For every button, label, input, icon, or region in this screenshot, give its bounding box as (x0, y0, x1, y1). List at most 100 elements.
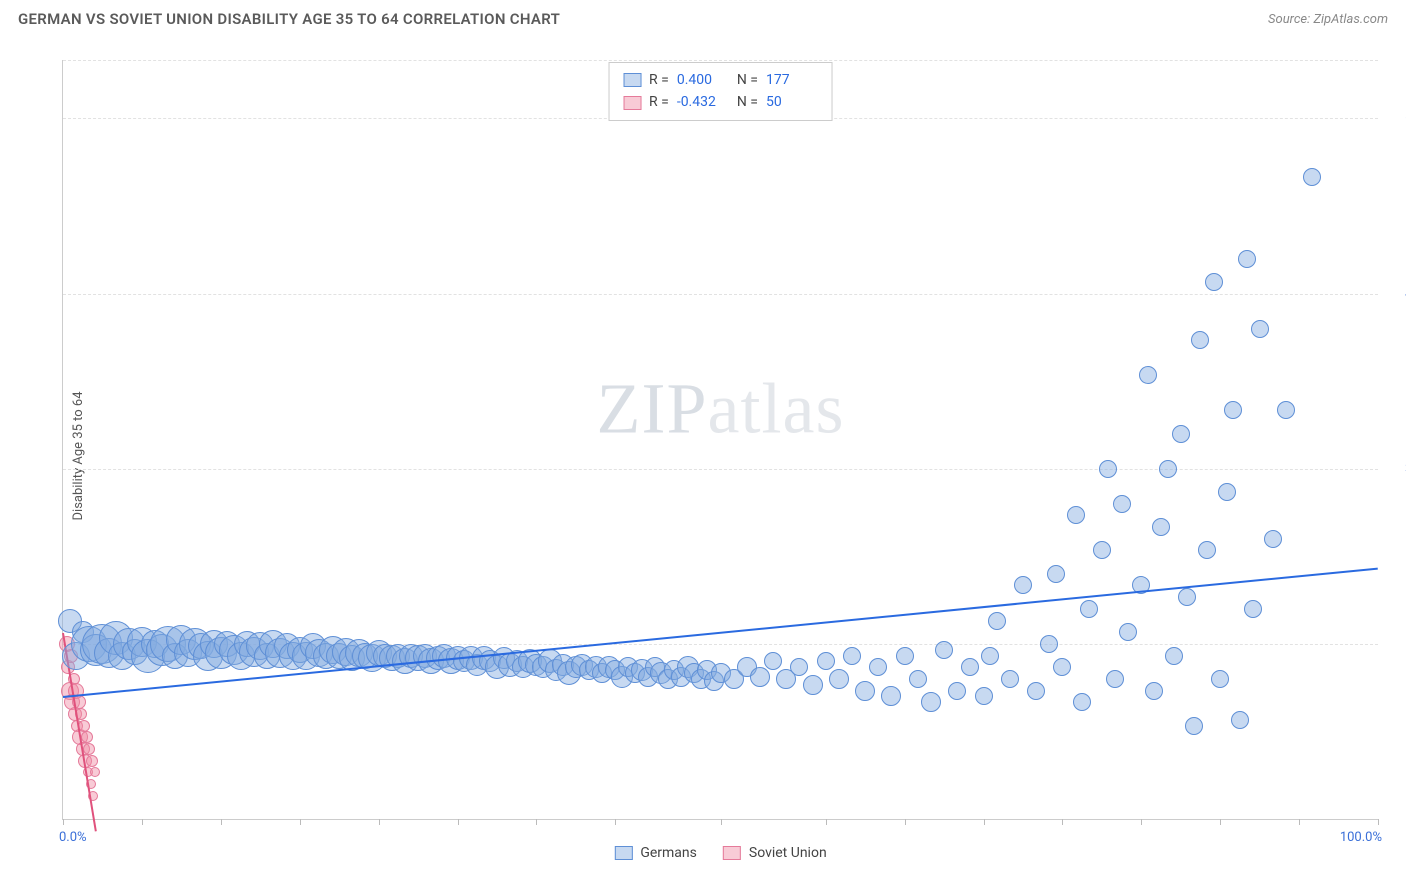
legend-series-label: Germans (640, 845, 697, 861)
scatter-point-germans (1251, 320, 1269, 338)
scatter-point-germans (1231, 711, 1249, 729)
y-tick-label: 45.0% (1384, 286, 1406, 301)
scatter-point-germans (843, 647, 861, 665)
legend-swatch (614, 846, 632, 860)
x-tick (1062, 819, 1063, 825)
x-tick (536, 819, 537, 825)
x-axis-label: 100.0% (1340, 830, 1382, 845)
scatter-point-germans (1264, 530, 1282, 548)
scatter-point-germans (1165, 647, 1183, 665)
scatter-point-germans (948, 682, 966, 700)
gridline-h-top (63, 60, 1378, 61)
scatter-point-germans (1119, 623, 1137, 641)
scatter-point-soviet (90, 767, 100, 777)
x-tick (826, 819, 827, 825)
scatter-point-germans (896, 647, 914, 665)
legend-swatch (623, 73, 641, 87)
legend-r-label: R = (649, 91, 669, 113)
legend-stats: R =0.400N =177R =-0.432N =50 (608, 62, 833, 121)
watermark-atlas: atlas (708, 369, 845, 449)
scatter-point-germans (881, 686, 901, 706)
scatter-point-germans (1106, 670, 1124, 688)
x-tick (1299, 819, 1300, 825)
scatter-point-germans (750, 667, 770, 687)
x-tick (1220, 819, 1221, 825)
scatter-point-soviet (83, 743, 95, 755)
scatter-point-germans (1238, 250, 1256, 268)
scatter-point-germans (961, 658, 979, 676)
legend-r-label: R = (649, 69, 669, 91)
x-tick (1378, 819, 1379, 825)
scatter-point-germans (790, 658, 808, 676)
legend-n-label: N = (737, 91, 758, 113)
scatter-point-germans (1093, 541, 1111, 559)
scatter-point-germans (1205, 273, 1223, 291)
scatter-point-germans (855, 681, 875, 701)
legend-stat-row: R = 0.400 N = 177 (623, 69, 818, 91)
x-axis-label: 0.0% (59, 830, 87, 845)
scatter-point-germans (1113, 495, 1131, 513)
legend-n-value: 177 (766, 69, 818, 91)
scatter-point-germans (1244, 600, 1262, 618)
scatter-point-germans (981, 647, 999, 665)
y-tick-label: 15.0% (1384, 636, 1406, 651)
chart-title: GERMAN VS SOVIET UNION DISABILITY AGE 35… (18, 10, 560, 28)
scatter-point-germans (869, 658, 887, 676)
scatter-point-germans (1001, 670, 1019, 688)
legend-series: GermansSoviet Union (614, 845, 826, 861)
watermark: ZIPatlas (597, 368, 845, 451)
source-name: ZipAtlas.com (1313, 12, 1388, 27)
x-tick (458, 819, 459, 825)
x-tick (379, 819, 380, 825)
scatter-point-germans (1073, 693, 1091, 711)
scatter-point-germans (829, 669, 849, 689)
scatter-point-germans (909, 670, 927, 688)
scatter-point-germans (1277, 401, 1295, 419)
scatter-point-germans (764, 652, 782, 670)
legend-swatch (723, 846, 741, 860)
scatter-point-germans (803, 675, 823, 695)
legend-n-label: N = (737, 69, 758, 91)
chart-source: Source: ZipAtlas.com (1268, 12, 1388, 27)
scatter-point-germans (1145, 682, 1163, 700)
scatter-point-germans (1027, 682, 1045, 700)
scatter-point-germans (1139, 366, 1157, 384)
scatter-point-germans (1178, 588, 1196, 606)
scatter-point-germans (1172, 425, 1190, 443)
legend-series-item: Germans (614, 845, 697, 861)
y-tick-label: 60.0% (1384, 111, 1406, 126)
watermark-zip: ZIP (597, 369, 708, 449)
x-tick (221, 819, 222, 825)
gridline-h (63, 469, 1378, 470)
legend-stat-row: R =-0.432N =50 (623, 91, 818, 113)
scatter-point-germans (817, 652, 835, 670)
gridline-h (63, 294, 1378, 295)
x-tick (142, 819, 143, 825)
scatter-point-germans (1159, 460, 1177, 478)
scatter-point-germans (1211, 670, 1229, 688)
legend-r-value: -0.432 (677, 91, 729, 113)
scatter-point-germans (1152, 518, 1170, 536)
source-prefix: Source: (1268, 12, 1313, 27)
scatter-point-germans (1185, 717, 1203, 735)
scatter-point-germans (1053, 658, 1071, 676)
scatter-point-germans (1224, 401, 1242, 419)
scatter-point-germans (1191, 331, 1209, 349)
x-tick (300, 819, 301, 825)
y-tick-label: 30.0% (1384, 461, 1406, 476)
legend-swatch (623, 96, 641, 110)
scatter-point-germans (1198, 541, 1216, 559)
x-tick (984, 819, 985, 825)
x-tick (63, 819, 64, 825)
scatter-point-germans (1014, 576, 1032, 594)
x-tick (905, 819, 906, 825)
scatter-point-germans (1099, 460, 1117, 478)
scatter-point-germans (921, 692, 941, 712)
plot-region: ZIPatlas R =0.400N =177R =-0.432N =50 Ge… (62, 60, 1378, 820)
chart-area: Disability Age 35 to 64 ZIPatlas R =0.40… (18, 38, 1388, 874)
scatter-point-soviet (86, 755, 98, 767)
chart-header: GERMAN VS SOVIET UNION DISABILITY AGE 35… (0, 0, 1406, 34)
scatter-point-germans (1067, 506, 1085, 524)
legend-r-value: 0.400 (677, 69, 729, 91)
scatter-point-germans (1080, 600, 1098, 618)
